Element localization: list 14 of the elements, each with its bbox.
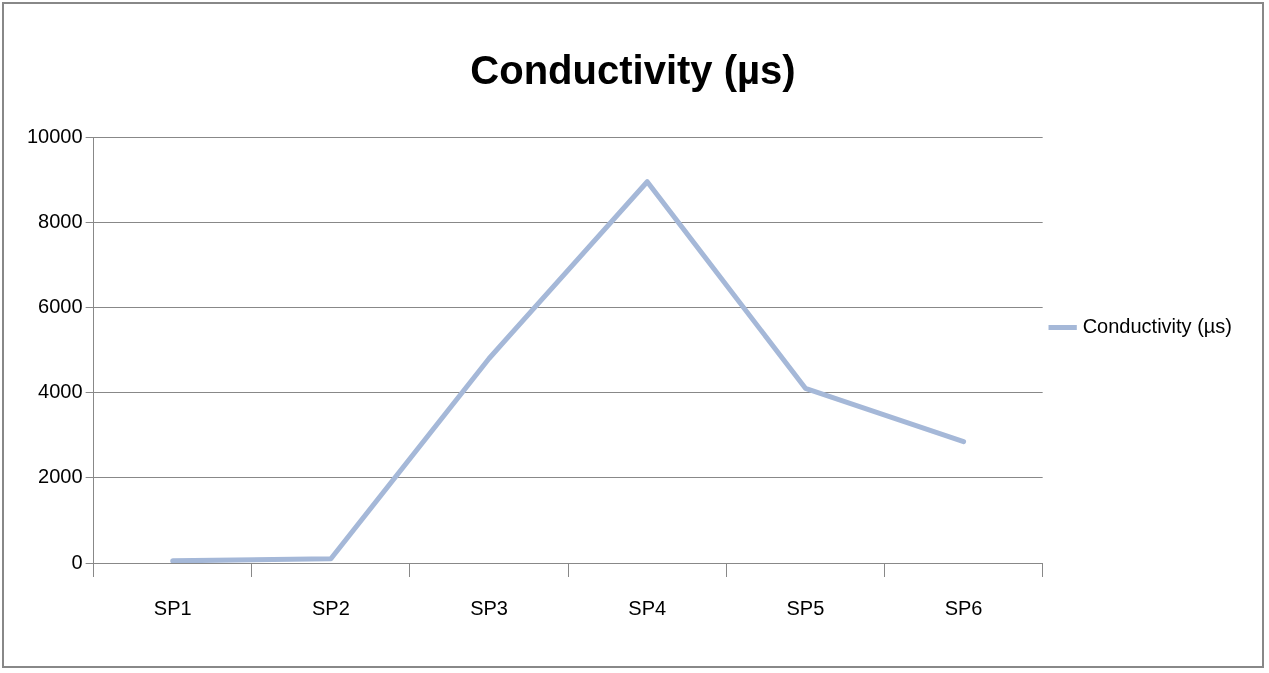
x-tick-label: SP4 xyxy=(628,596,667,619)
x-tick-label: SP3 xyxy=(470,596,508,619)
y-tick-label: 6000 xyxy=(38,294,83,317)
y-tick-label: 8000 xyxy=(38,209,83,232)
x-tick-label: SP2 xyxy=(311,596,350,619)
chart-title: Conductivity (µs) xyxy=(470,48,796,93)
y-tick-label: 10000 xyxy=(26,124,83,147)
y-tick-label: 4000 xyxy=(38,380,83,403)
y-tick-label: 2000 xyxy=(38,465,83,488)
y-tick-label: 0 xyxy=(71,550,83,573)
x-tick-label: SP5 xyxy=(786,596,825,619)
legend-label: Conductivity (µs) xyxy=(1082,315,1233,338)
x-tick-label: SP1 xyxy=(153,596,192,619)
x-tick-label: SP6 xyxy=(944,596,983,619)
